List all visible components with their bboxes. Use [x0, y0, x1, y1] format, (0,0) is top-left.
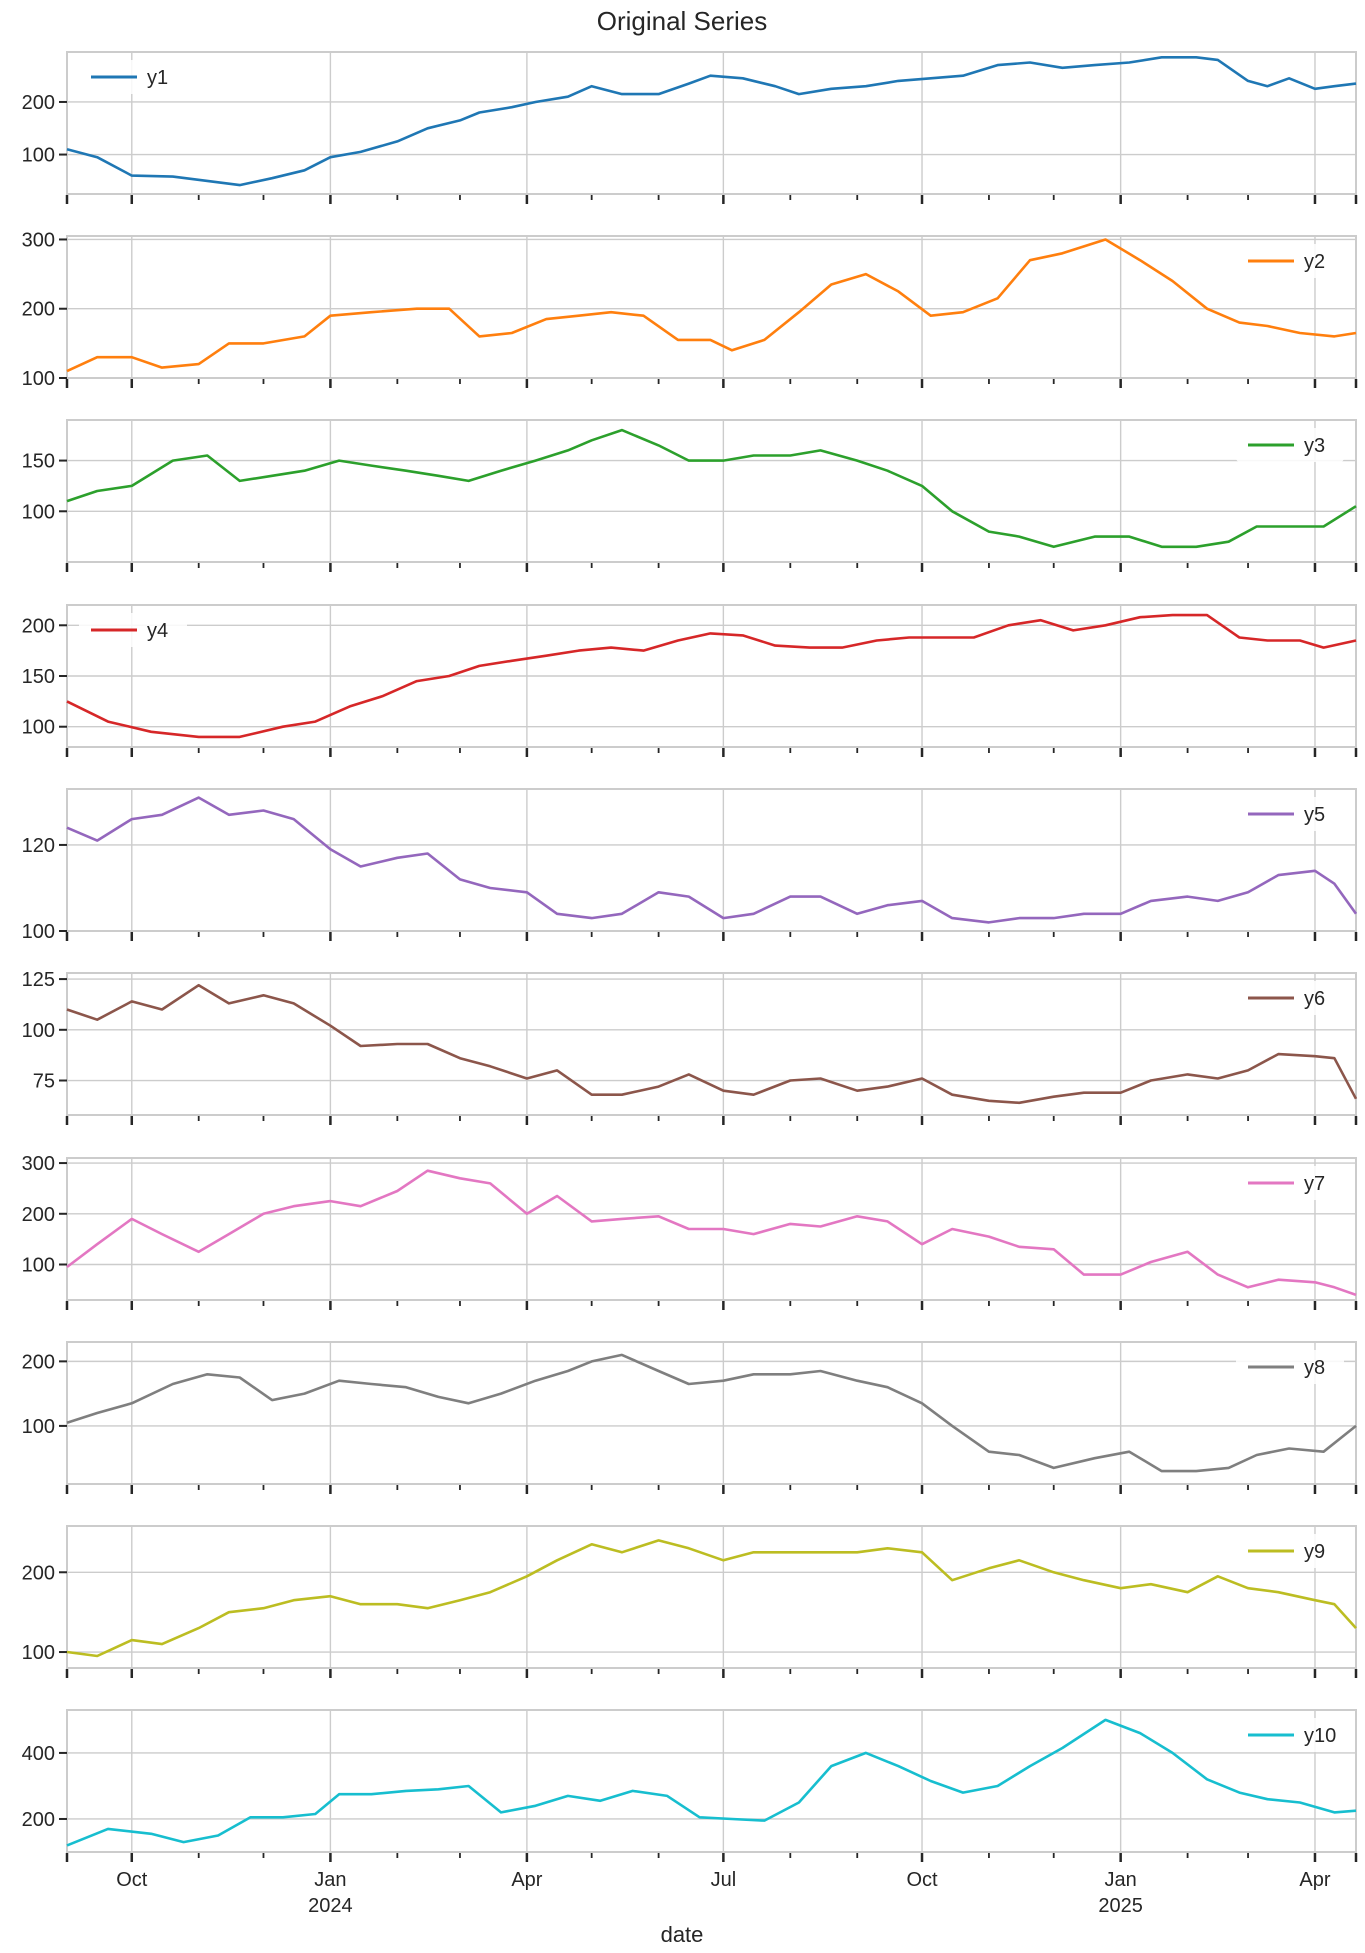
y-tick-label: 200: [22, 1351, 55, 1373]
legend-y5: y5: [1236, 797, 1344, 831]
x-tick-label: Jan: [1105, 1869, 1137, 1891]
x-tick-label: Oct: [116, 1869, 148, 1891]
y-tick-label: 100: [22, 1416, 55, 1438]
series-line-y8: [66, 1353, 1357, 1473]
legend-label: y9: [1304, 1541, 1325, 1563]
panel-y6: 75 100 125 y6: [22, 969, 1358, 1125]
y-tick-label: 100: [22, 921, 55, 943]
series-line-y9: [66, 1539, 1357, 1658]
panel-y9: 100 200 y9: [22, 1525, 1358, 1678]
panel-y1: 100 200 y1: [22, 51, 1358, 204]
x-tick-label: Oct: [906, 1869, 938, 1891]
y-tick-label: 100: [22, 145, 55, 167]
y-tick-label: 200: [22, 299, 55, 321]
y-tick-label: 200: [22, 1809, 55, 1831]
series-line-y10: [66, 1718, 1357, 1847]
legend-y2: y2: [1236, 244, 1344, 278]
y-tick-label: 75: [33, 1071, 55, 1093]
legend-label: y3: [1304, 435, 1325, 457]
x-axis-tick-labels: Oct Jan 2024 Apr Jul Oct Jan 2025 Apr: [116, 1869, 1331, 1917]
legend-label: y1: [147, 67, 168, 89]
y-tick-label: 300: [22, 1153, 55, 1175]
series-line-y2: [66, 238, 1357, 373]
panel-frame: [66, 1341, 1357, 1485]
panel-y8: 100 200 y8: [22, 1341, 1358, 1494]
legend-y9: y9: [1236, 1534, 1344, 1568]
legend-label: y10: [1304, 1725, 1336, 1747]
legend-y1: y1: [79, 60, 187, 94]
panel-y2: 100 200 300 y2: [22, 229, 1358, 390]
legend-y3: y3: [1236, 428, 1344, 462]
panel-frame: [66, 972, 1357, 1116]
legend-y7: y7: [1236, 1166, 1344, 1200]
series-line-y1: [66, 55, 1357, 187]
legend-label: y4: [147, 620, 168, 642]
panel-y7: 100 200 300 y7: [22, 1153, 1358, 1310]
y-tick-label: 200: [22, 615, 55, 637]
panel-frame: [66, 788, 1357, 932]
x-tick-label: Apr: [1299, 1869, 1330, 1891]
y-tick-label: 300: [22, 229, 55, 251]
x-tick-label: Apr: [511, 1869, 542, 1891]
panel-y5: 100 120 y5: [22, 788, 1358, 943]
panel-frame: [66, 1525, 1357, 1669]
panel-y3: 100 150 y3: [22, 419, 1358, 572]
y-tick-label: 200: [22, 1562, 55, 1584]
y-tick-label: 150: [22, 451, 55, 473]
series-line-y4: [66, 613, 1357, 739]
legend-label: y8: [1304, 1357, 1325, 1379]
y-tick-label: 100: [22, 1020, 55, 1042]
x-tick-label: Jul: [711, 1869, 737, 1891]
y-tick-label: 125: [22, 969, 55, 991]
y-tick-label: 100: [22, 368, 55, 390]
panel-frame: [66, 235, 1357, 379]
legend-y4: y4: [79, 613, 187, 647]
x-tick-year-label: 2024: [308, 1895, 353, 1917]
y-tick-label: 100: [22, 501, 55, 523]
y-tick-label: 120: [22, 835, 55, 857]
panel-frame: [66, 419, 1357, 563]
legend-label: y7: [1304, 1173, 1325, 1195]
series-line-y6: [66, 983, 1358, 1105]
panel-frame: [66, 1709, 1357, 1853]
legend-y6: y6: [1236, 981, 1344, 1015]
panel-frame: [66, 1157, 1357, 1301]
x-axis-label: date: [661, 1922, 704, 1947]
series-line-y7: [66, 1169, 1357, 1297]
x-tick-year-label: 2025: [1098, 1895, 1143, 1917]
y-tick-label: 100: [22, 1642, 55, 1664]
legend-label: y5: [1304, 804, 1325, 826]
series-line-y5: [66, 796, 1358, 924]
panel-y10: 200 400 y10: [22, 1709, 1358, 1862]
y-tick-label: 150: [22, 666, 55, 688]
legend-label: y2: [1304, 251, 1325, 273]
panel-frame: [66, 51, 1357, 195]
y-tick-label: 100: [22, 1255, 55, 1277]
series-line-y3: [66, 428, 1357, 549]
legend-label: y6: [1304, 988, 1325, 1010]
panel-y4: 100 150 200 y4: [22, 604, 1358, 757]
x-tick-label: Jan: [314, 1869, 346, 1891]
y-tick-label: 400: [22, 1743, 55, 1765]
chart-title: Original Series: [597, 6, 768, 36]
legend-y10: y10: [1236, 1718, 1344, 1752]
y-tick-label: 100: [22, 717, 55, 739]
y-tick-label: 200: [22, 92, 55, 114]
legend-y8: y8: [1236, 1350, 1344, 1384]
y-tick-label: 200: [22, 1204, 55, 1226]
